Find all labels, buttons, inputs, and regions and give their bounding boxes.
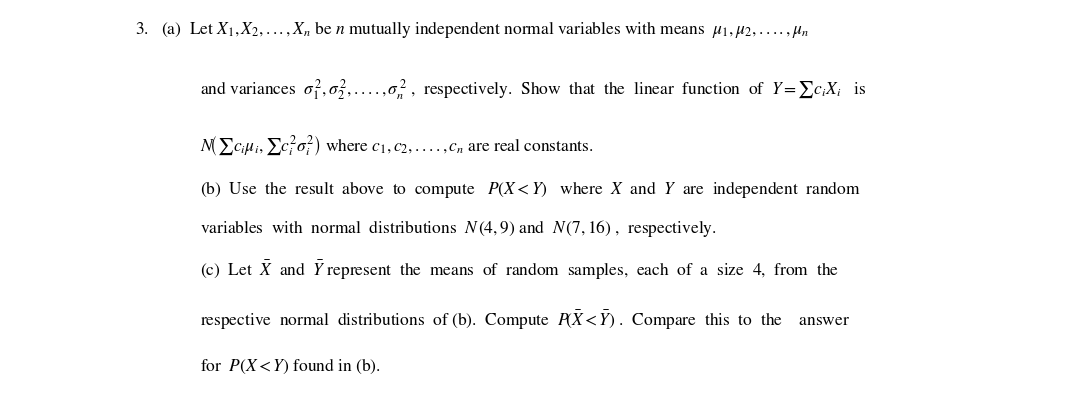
Text: variables  with  normal  distributions  $N\,(4,9)$ and  $N\,(7,16)$ ,  respectiv: variables with normal distributions $N\,…	[200, 218, 716, 239]
Text: for  $P(X < Y)$ found in (b).: for $P(X < Y)$ found in (b).	[200, 357, 380, 376]
Text: 3.   (a)  Let $X_1, X_2,..., X_n$ be $n$ mutually independent normal variables w: 3. (a) Let $X_1, X_2,..., X_n$ be $n$ mu…	[135, 20, 810, 40]
Text: $N\!\left(\sum c_i\mu_i, \sum c_i^2\sigma_i^2\right)$ where $c_1, c_2,....,c_n$ : $N\!\left(\sum c_i\mu_i, \sum c_i^2\sigm…	[200, 133, 593, 158]
Text: respective  normal  distributions  of (b).  Compute  $P\!\left(\bar{X} < \bar{Y}: respective normal distributions of (b). …	[200, 309, 850, 332]
Text: (c)  Let  $\bar{X}$  and  $\bar{Y}$ represent  the  means  of  random  samples, : (c) Let $\bar{X}$ and $\bar{Y}$ represen…	[200, 259, 839, 282]
Text: (b)  Use  the  result  above  to  compute   $P(X < Y)$   where  $X$  and  $Y$  a: (b) Use the result above to compute $P(X…	[200, 179, 861, 200]
Text: and variances  $\sigma_1^{\,2}, \sigma_2^{\,2},....,\sigma_n^{\,2}$ ,  respectiv: and variances $\sigma_1^{\,2}, \sigma_2^…	[200, 78, 866, 102]
